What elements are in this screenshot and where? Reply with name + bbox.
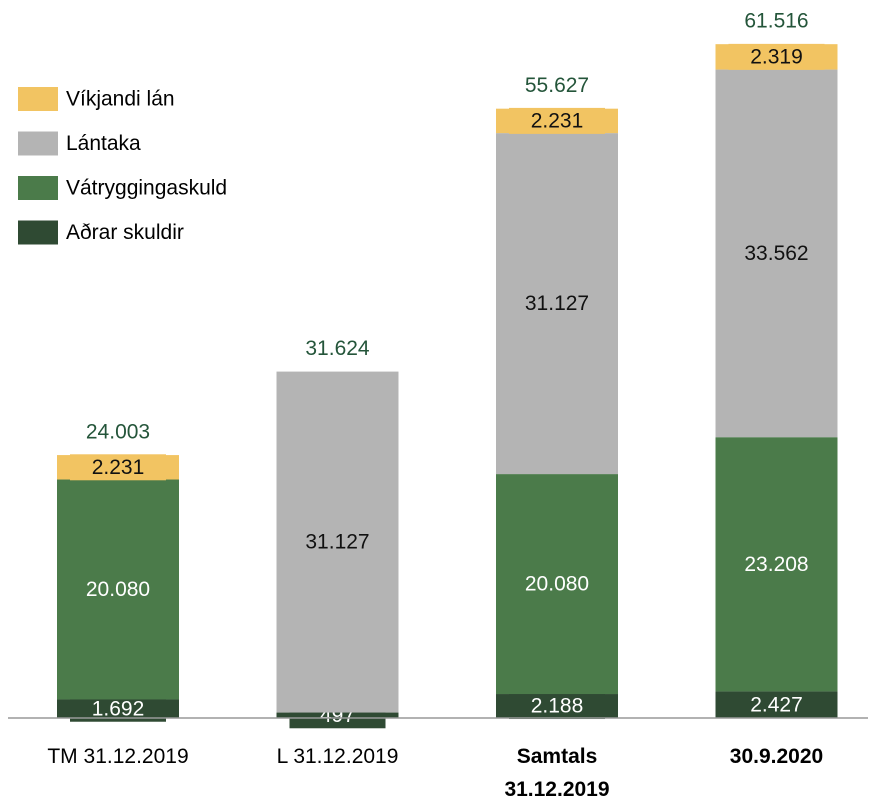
bar-segment [276,371,399,713]
x-tick-label: L 31.12.2019 [277,745,399,768]
value-label: 20.080 [86,578,150,601]
label-box [728,691,825,718]
total-label: 31.624 [305,337,370,360]
legend-swatch [18,176,58,200]
legend-label: Aðrar skuldir [66,221,184,244]
total-label: 55.627 [525,74,589,97]
label-box [70,454,166,481]
bar-segment [496,133,618,475]
value-label: 2.319 [750,45,803,68]
value-label: 2.188 [531,695,584,718]
legend-label: Víkjandi lán [66,88,175,111]
value-label: 33.562 [744,242,808,265]
value-label: 20.080 [525,573,589,596]
value-label: 31.127 [305,531,369,554]
x-tick-label: TM 31.12.2019 [47,745,188,768]
value-label: 1.692 [92,697,145,720]
bar-segment [715,437,838,692]
value-label: 23.208 [744,553,808,576]
bar-segment [715,69,838,438]
legend-label: Vátryggingaskuld [66,177,227,200]
legend-swatch [18,220,58,245]
x-tick-label: 30.9.2020 [730,745,823,768]
total-label: 61.516 [744,10,808,33]
value-label: 2.231 [531,109,584,132]
legend-swatch [18,87,58,111]
label-box [509,107,605,134]
total-label: 24.003 [86,421,150,444]
label-box [728,43,825,70]
value-label: 2.427 [750,693,803,716]
bar-segment [496,474,618,695]
label-box [509,693,605,720]
x-tick-label: Samtals 31.12.2019 [504,745,609,801]
bar-segment [57,479,179,700]
legend-label: Lántaka [66,132,141,155]
value-label: 31.127 [525,292,589,315]
value-label: 2.231 [92,456,145,479]
legend-swatch [18,131,58,156]
